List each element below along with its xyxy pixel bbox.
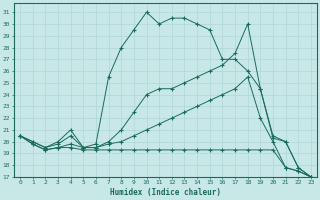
X-axis label: Humidex (Indice chaleur): Humidex (Indice chaleur) bbox=[110, 188, 221, 197]
